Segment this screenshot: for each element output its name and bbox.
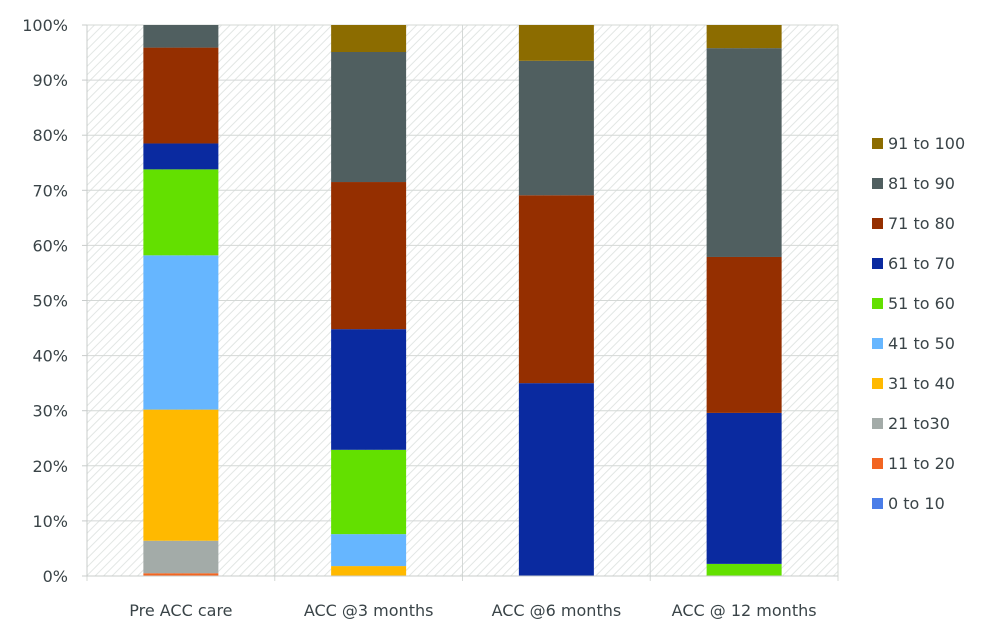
y-tick-label: 80% [32,126,68,145]
y-tick-label: 90% [32,71,68,90]
bar-segment-81-to-90 [331,51,407,183]
bar-segment-81-to-90 [518,60,594,196]
y-tick-label: 30% [32,402,68,421]
legend-swatch [872,138,883,149]
bar-segment-51-to-60 [331,449,407,535]
y-tick-label: 70% [32,181,68,200]
bar-segment-31-to-40 [143,409,219,541]
y-tick-label: 50% [32,292,68,311]
bar-segment-71-to-80 [143,47,219,144]
legend-label: 21 to30 [888,414,950,433]
legend-swatch [872,298,883,309]
x-tick-label: ACC @3 months [304,601,434,620]
y-tick-label: 40% [32,347,68,366]
bar-segment-51-to-60 [143,169,219,256]
x-tick-label: ACC @ 12 months [672,601,817,620]
bar-segment-61-to-70 [518,383,594,576]
x-tick-label: ACC @6 months [492,601,622,620]
y-tick-label: 20% [32,457,68,476]
bar-segment-41-to-50 [331,534,407,567]
bar-segment-41-to-50 [143,255,219,410]
legend-swatch [872,338,883,349]
bar-segment-61-to-70 [331,329,407,450]
legend-swatch [872,378,883,389]
legend-swatch [872,218,883,229]
y-tick-label: 0% [43,567,68,586]
legend-label: 0 to 10 [888,494,945,513]
legend-label: 71 to 80 [888,214,955,233]
y-tick-label: 10% [32,512,68,531]
bar-segment-91-to-100 [706,25,782,49]
legend-label: 11 to 20 [888,454,955,473]
legend-swatch [872,458,883,469]
y-tick-label: 60% [32,236,68,255]
bar-segment-61-to-70 [143,143,219,170]
bar-segment-71-to-80 [331,182,407,330]
legend-label: 31 to 40 [888,374,955,393]
legend-swatch [872,418,883,429]
legend-swatch [872,258,883,269]
x-tick-label: Pre ACC care [129,601,232,620]
bar-segment-51-to-60 [706,563,782,576]
legend-swatch [872,178,883,189]
legend-label: 61 to 70 [888,254,955,273]
bar-segment-71-to-80 [518,195,594,384]
bar-segment-81-to-90 [143,25,219,48]
bar-segment-21-to30 [143,540,219,574]
bar-segment-11-to-20 [143,573,219,576]
bar-segment-91-to-100 [518,25,594,61]
legend-label: 41 to 50 [888,334,955,353]
legend-swatch [872,498,883,509]
bar-segment-81-to-90 [706,48,782,257]
legend-label: 81 to 90 [888,174,955,193]
bar-segment-71-to-80 [706,256,782,413]
legend-label: 51 to 60 [888,294,955,313]
legend-label: 91 to 100 [888,134,965,153]
y-tick-label: 100% [22,16,68,35]
bar-segment-31-to-40 [331,566,407,576]
bar-segment-61-to-70 [706,412,782,564]
bar-segment-91-to-100 [331,25,407,52]
